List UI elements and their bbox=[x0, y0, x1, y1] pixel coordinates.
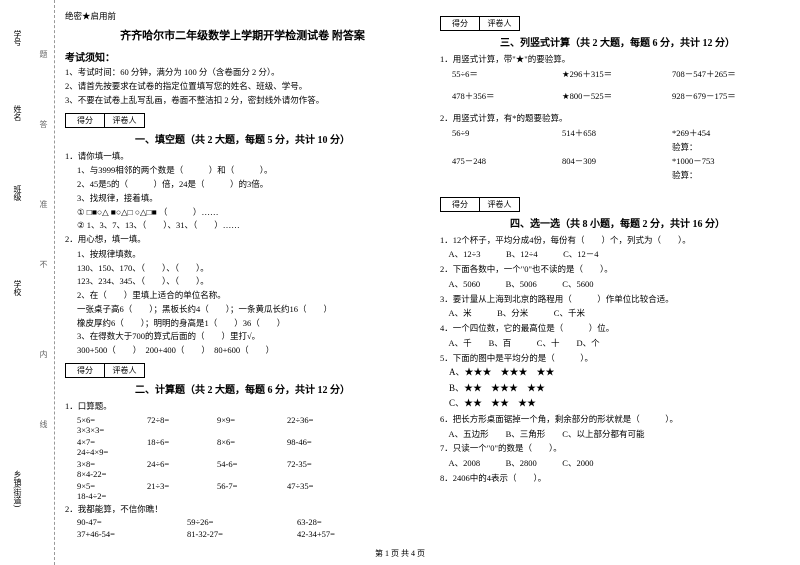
grader-label: 评卷人 bbox=[480, 198, 519, 211]
choice-item: 2．下面各数中，一个"0"也不读的是（ ）。 bbox=[440, 263, 795, 276]
sub-question: ② 1、3、7、13、（ ）、31、（ ）…… bbox=[77, 219, 420, 232]
seal-text: 题 bbox=[38, 50, 49, 58]
score-box: 得分 评卷人 bbox=[440, 197, 520, 212]
calc-row: 验算： bbox=[452, 169, 795, 181]
question: 2．用竖式计算，有*的题要验算。 bbox=[440, 112, 795, 125]
grader-label: 评卷人 bbox=[480, 17, 519, 30]
choice-item: 4．一个四位数，它的最高位是（ ）位。 bbox=[440, 322, 795, 335]
calc-row: 验算： bbox=[452, 141, 795, 153]
sub-question: 2、在（ ）里填上适合的单位名称。 bbox=[77, 289, 420, 302]
margin-label-name: 姓名 bbox=[12, 105, 23, 121]
page-content: 绝密★启用前 齐齐哈尔市二年级数学上学期开学检测试卷 附答案 考试须知： 1、考… bbox=[65, 10, 795, 541]
exam-title: 齐齐哈尔市二年级数学上学期开学检测试卷 附答案 bbox=[65, 27, 420, 43]
choice-item: A、千 B、百 C、十 D、个 bbox=[440, 337, 795, 350]
notice-item: 3、不要在试卷上乱写乱画，卷面不整洁扣 2 分，密封线外请勿作答。 bbox=[65, 95, 420, 107]
calc-row: 475－248804－309*1000－753 bbox=[452, 155, 795, 167]
calc-row: 37+46-54=81-32-27=42-34+57= bbox=[77, 529, 420, 539]
seal-text: 准 bbox=[38, 200, 49, 208]
choice-item: A、12÷3 B、12÷4 C、12－4 bbox=[440, 248, 795, 261]
sub-question: 2、45是5的（ ）倍，24是（ ）的3倍。 bbox=[77, 178, 420, 191]
question: 1．口算题。 bbox=[65, 400, 420, 413]
calc-row: 5×6=72÷8=9×9=22÷36=3×3×3= bbox=[77, 415, 420, 435]
section-title: 二、计算题（共 2 大题，每题 6 分，共计 12 分） bbox=[65, 381, 420, 396]
choice-item: A、米 B、分米 C、千米 bbox=[440, 307, 795, 320]
calc-row: 56÷9514＋658*269＋454 bbox=[452, 127, 795, 139]
calc-row: 90-47=59÷26=63-28= bbox=[77, 517, 420, 527]
sub-question: 1、与3999相邻的两个数是（ ）和（ ）。 bbox=[77, 164, 420, 177]
section-title: 三、列竖式计算（共 2 大题，每题 6 分，共计 12 分） bbox=[440, 34, 795, 49]
question: 1．请你填一填。 bbox=[65, 150, 420, 163]
choice-item: 5．下面的图中是平均分的是（ ）。 bbox=[440, 352, 795, 365]
sub-question: 一张桌子高6（ ）；黑板长约4（ ）；一条黄瓜长约16（ ） bbox=[77, 303, 420, 316]
calc-row: 3×8=24÷6=54-6=72-35=8×4-22= bbox=[77, 459, 420, 479]
sub-question: ① □■○△ ■○△□ ○△□■ （ ）…… bbox=[77, 206, 420, 219]
margin-label-id: 学号 bbox=[12, 30, 23, 46]
grader-label: 评卷人 bbox=[105, 364, 144, 377]
seal-text: 答 bbox=[38, 120, 49, 128]
grader-label: 评卷人 bbox=[105, 114, 144, 127]
calc-row: 4×7=18÷6=8×6=98-46=24÷4×9= bbox=[77, 437, 420, 457]
notice-item: 1、考试时间：60 分钟，满分为 100 分（含卷面分 2 分）。 bbox=[65, 67, 420, 79]
sub-question: 123、234、345、（ ）、（ ）。 bbox=[77, 275, 420, 288]
choice-item: A、★★★ ★★★ ★★ bbox=[440, 366, 795, 380]
sub-question: 3、找规律，接着填。 bbox=[77, 192, 420, 205]
section-title: 四、选一选（共 8 小题，每题 2 分，共计 16 分） bbox=[440, 215, 795, 230]
left-column: 绝密★启用前 齐齐哈尔市二年级数学上学期开学检测试卷 附答案 考试须知： 1、考… bbox=[65, 10, 420, 541]
question: 2．我都能算，不信你瞧！ bbox=[65, 503, 420, 516]
calc-row: 55÷6＝★296＋315＝708－547＋265＝ bbox=[452, 68, 795, 80]
margin-label-school: 学校 bbox=[12, 280, 23, 296]
choice-item: A、五边形 B、三角形 C、以上部分都有可能 bbox=[440, 428, 795, 441]
margin-label-town: 乡镇(街道) bbox=[12, 470, 23, 507]
choice-item: A、2008 B、2800 C、2000 bbox=[440, 457, 795, 470]
choice-item: 3．要计量从上海到北京的路程用（ ）作单位比较合适。 bbox=[440, 293, 795, 306]
score-label: 得分 bbox=[66, 114, 105, 127]
binding-margin: 学号 姓名 班级 学校 乡镇(街道) 题 答 准 不 内 线 bbox=[0, 0, 55, 565]
calc-row: 9×5=21÷3=56-7=47÷35=18-4÷2= bbox=[77, 481, 420, 501]
seal-text: 内 bbox=[38, 350, 49, 358]
seal-text: 不 bbox=[38, 260, 49, 268]
score-box: 得分 评卷人 bbox=[65, 363, 145, 378]
right-column: 得分 评卷人 三、列竖式计算（共 2 大题，每题 6 分，共计 12 分） 1．… bbox=[440, 10, 795, 541]
sub-question: 1、按规律填数。 bbox=[77, 248, 420, 261]
choice-item: 7．只读一个"0"的数是（ ）。 bbox=[440, 442, 795, 455]
score-label: 得分 bbox=[66, 364, 105, 377]
score-box: 得分 评卷人 bbox=[65, 113, 145, 128]
score-label: 得分 bbox=[441, 17, 480, 30]
section-title: 一、填空题（共 2 大题，每题 5 分，共计 10 分） bbox=[65, 131, 420, 146]
page-footer: 第 1 页 共 4 页 bbox=[0, 548, 800, 559]
choice-item: A、5060 B、5006 C、5600 bbox=[440, 278, 795, 291]
seal-text: 线 bbox=[38, 420, 49, 428]
notice-item: 2、请首先按要求在试卷的指定位置填写您的姓名、班级、学号。 bbox=[65, 81, 420, 93]
sub-question: 3、在得数大于700的算式后面的（ ）里打√。 bbox=[77, 330, 420, 343]
sub-question: 130、150、170、（ ）、（ ）。 bbox=[77, 262, 420, 275]
sub-question: 300+500（ ） 200+400（ ） 80+600（ ） bbox=[77, 344, 420, 357]
choice-item: 1．12个杯子，平均分成4份，每份有（ ）个，列式为（ ）。 bbox=[440, 234, 795, 247]
sub-question: 橡皮厚约6（ ）；明明的身高是1（ ）36（ ） bbox=[77, 317, 420, 330]
choice-item: B、★★ ★★★ ★★ bbox=[440, 382, 795, 396]
secret-label: 绝密★启用前 bbox=[65, 10, 420, 22]
question: 2．用心想，填一填。 bbox=[65, 233, 420, 246]
score-label: 得分 bbox=[441, 198, 480, 211]
notice-heading: 考试须知： bbox=[65, 49, 420, 64]
calc-row: 478＋356＝★800－525＝928－679－175＝ bbox=[452, 90, 795, 102]
margin-label-class: 班级 bbox=[12, 185, 23, 201]
choice-item: 8．2406中的4表示（ ）。 bbox=[440, 472, 795, 485]
choice-item: 6．把长方形桌面锯掉一个角，剩余部分的形状就是（ ）。 bbox=[440, 413, 795, 426]
question: 1．用竖式计算，带"★"的要验算。 bbox=[440, 53, 795, 66]
score-box: 得分 评卷人 bbox=[440, 16, 520, 31]
choice-item: C、★★ ★★ ★★ bbox=[440, 397, 795, 411]
